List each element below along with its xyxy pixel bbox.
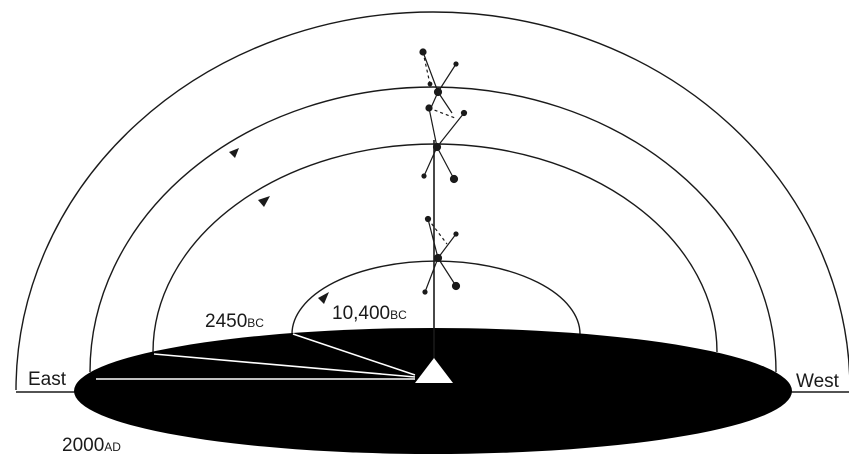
ground-ellipse [74, 328, 792, 454]
west-label: West [796, 371, 839, 392]
direction-arrow-icon [229, 148, 239, 158]
arc-2000ad [89, 86, 777, 373]
orion-constellation-icon [419, 48, 459, 114]
outer-sky-arc [15, 11, 849, 391]
east-label: East [28, 369, 67, 390]
date-era: AD [104, 440, 121, 454]
date-number: 2000 [62, 435, 105, 456]
direction-arrow-icon [318, 292, 329, 304]
date-number: 10,400 [332, 303, 391, 324]
observer-triangle [415, 358, 453, 383]
sightline-10400bc [292, 333, 416, 376]
orion-constellation-icon [422, 215, 461, 295]
date-label-2000ad: 2000AD [62, 436, 121, 455]
date-label-2450bc: 2450BC [205, 312, 264, 331]
date-label-10400bc: 10,400BC [332, 304, 407, 323]
date-era: BC [247, 316, 264, 330]
direction-arrow-icon [258, 196, 270, 207]
date-era: BC [390, 308, 407, 322]
date-number: 2450 [205, 311, 248, 332]
sightline-2450bc [153, 353, 416, 378]
orion-constellation-icon [421, 104, 468, 184]
